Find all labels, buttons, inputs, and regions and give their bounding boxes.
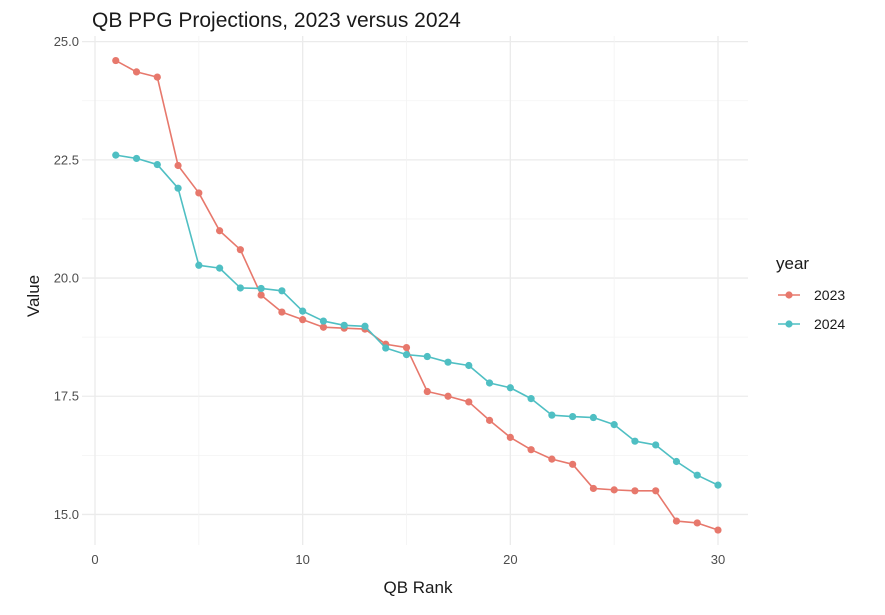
data-point [631,437,639,445]
data-point [444,392,452,400]
data-point [236,284,244,292]
data-point [423,387,431,396]
series-2023 [112,56,722,534]
data-point [257,284,265,293]
data-point [216,264,224,272]
data-point [527,395,535,403]
data-point [714,481,722,489]
legend-key-point [785,320,793,328]
data-point [672,517,681,525]
x-tick-label: 20 [503,552,517,567]
data-point [527,446,535,454]
data-point [402,351,411,359]
legend: year 2023 2024 [776,254,845,332]
data-point [174,184,182,192]
data-point [153,160,161,169]
data-point [485,416,494,424]
data-point [382,344,390,352]
data-point [174,161,182,170]
data-point [278,287,286,295]
data-point [299,307,307,315]
legend-key-point [785,291,793,299]
series-layer [112,56,722,534]
data-point [216,227,224,235]
y-tick-label: 20.0 [54,271,79,286]
data-point [112,56,120,65]
data-point [548,455,556,463]
axis-ticks: 15.0 17.5 20.0 22.5 25.0 0 10 20 30 [54,34,726,567]
legend-label: 2024 [814,316,845,332]
y-axis-title: Value [24,275,43,317]
y-tick-label: 22.5 [54,152,79,167]
data-point [631,487,639,495]
data-point [672,457,681,466]
data-point [444,358,452,366]
data-point [278,308,286,316]
data-point [153,73,161,81]
legend-item-2023: 2023 [778,287,845,303]
data-point [402,343,411,352]
series-2024 [112,151,722,489]
data-point [236,246,244,254]
data-point [132,154,141,163]
y-tick-label: 25.0 [54,34,79,49]
legend-title: year [776,254,809,273]
x-tick-label: 0 [91,552,98,567]
data-point [714,526,722,534]
data-point [610,421,618,429]
data-point [465,361,473,370]
grid-lines [82,36,748,545]
data-point [506,384,514,392]
data-point [319,317,328,325]
data-point [132,68,141,76]
x-tick-label: 30 [711,552,725,567]
y-tick-label: 17.5 [54,389,79,404]
x-tick-label: 10 [295,552,309,567]
data-point [652,487,660,495]
data-point [589,484,598,493]
data-point [361,322,369,330]
legend-item-2024: 2024 [778,316,845,332]
data-point [485,379,494,387]
y-tick-label: 15.0 [54,507,79,522]
data-point [423,352,431,361]
data-point [340,321,348,329]
data-point [589,413,598,422]
data-point [652,441,660,449]
data-point [257,291,265,299]
data-point [610,486,618,494]
series-line [115,59,719,531]
x-axis-title: QB Rank [384,578,453,597]
data-point [195,189,203,197]
legend-label: 2023 [814,287,845,303]
data-point [112,151,120,159]
data-point [465,398,473,406]
data-point [693,471,701,479]
data-point [693,519,701,527]
chart-title: QB PPG Projections, 2023 versus 2024 [92,9,461,32]
data-point [548,411,556,419]
data-point [506,433,514,441]
data-point [195,261,203,269]
data-point [569,460,577,468]
data-point [569,412,577,421]
data-point [319,323,328,331]
data-point [299,316,307,324]
